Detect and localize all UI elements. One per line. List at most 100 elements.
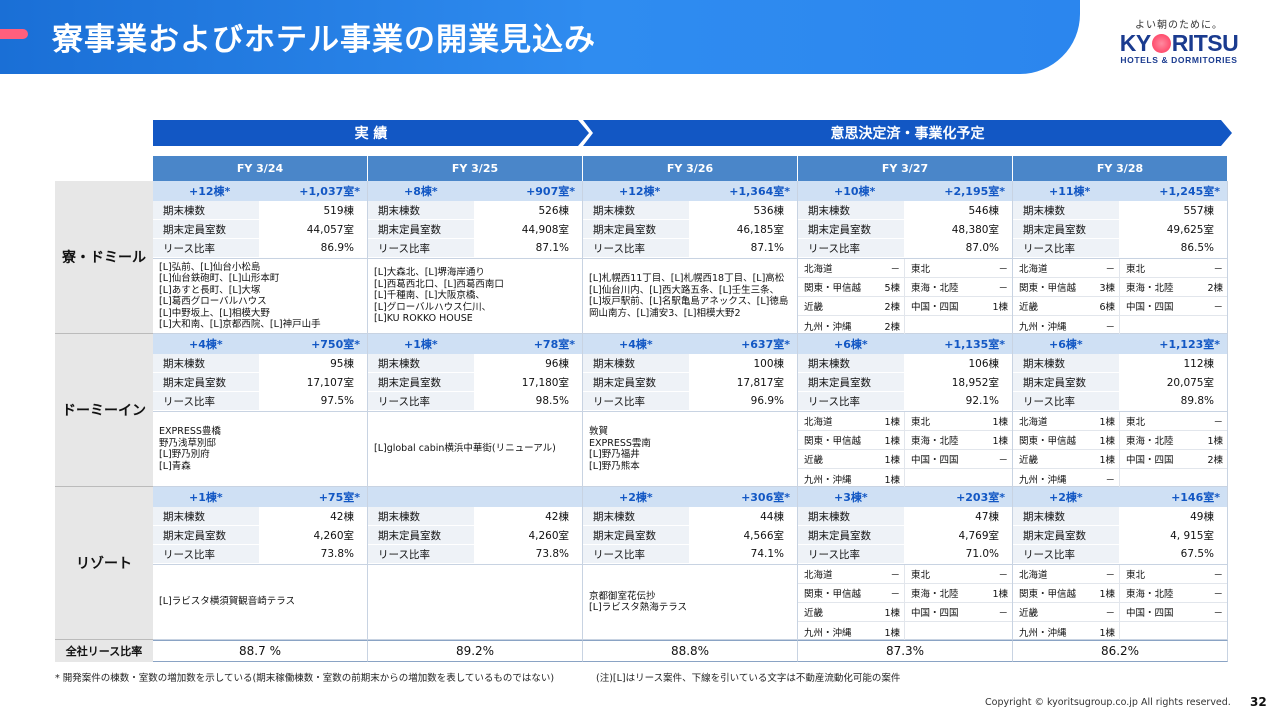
stat-row-lease: リース比率 74.1% [583, 545, 797, 564]
stat-value: 44,057室 [259, 220, 367, 238]
stat-label: 期末定員室数 [1013, 220, 1119, 238]
region-name: 近畿 [804, 608, 824, 619]
property-name: EXPRESS豊橋 [159, 426, 221, 437]
year-column: +12棟* +1,037室* 期末棟数 519棟 期末定員室数 44,057室 リース比率 8… [153, 181, 368, 334]
stat-value: 112棟 [1119, 354, 1227, 372]
stat-row-lease: リース比率 86.5% [1013, 239, 1227, 258]
region-count: 2棟 [868, 316, 905, 335]
stat-label: 期末定員室数 [368, 526, 474, 544]
region-breakdown: 北海道 1棟 東北－関東・甲信越 1棟 東海・北陸 1棟 近畿 1棟 中国・四国 2棟 九州・沖縄－ [1013, 411, 1227, 488]
footnote-development: * 開発案件の棟数・室数の増加数を示している(期末稼働棟数・室数の前期末からの増… [55, 673, 555, 684]
property-name: [L]大森北、[L]堺海岸通り [374, 267, 485, 279]
stat-value: 526棟 [474, 201, 582, 219]
region-count: － [868, 564, 905, 584]
property-name: 野乃浅草別邸 [159, 437, 217, 449]
stat-value: 4,769室 [904, 526, 1012, 544]
stat-label: 期末棟数 [368, 507, 474, 525]
stat-label: リース比率 [1013, 239, 1119, 257]
increase-buildings: +8棟* [404, 185, 438, 198]
stat-label: 期末棟数 [583, 507, 689, 525]
property-name: [L]西葛西北口、[L]西葛西南口 [374, 278, 504, 290]
stat-row-lease: リース比率 92.1% [798, 392, 1012, 411]
year-column: +4棟* +637室* 期末棟数 100棟 期末定員室数 17,817室 リース比率 96.9… [583, 334, 798, 487]
logo-wordmark: KY RITSU [1119, 30, 1239, 56]
stat-label: 期末定員室数 [153, 220, 259, 238]
region-row: 関東・甲信越 － 東海・北陸 1棟 [798, 583, 1012, 603]
property-name: [L]札幌西11丁目、[L]札幌西18丁目、[L]高松 [589, 273, 785, 284]
region-name: 東北 [1126, 264, 1146, 275]
stat-row-lease: リース比率 87.0% [798, 239, 1012, 258]
property-name: [L]青森 [159, 460, 191, 472]
stat-value: 74.1% [689, 545, 797, 563]
increase-buildings: +3棟* [834, 491, 868, 504]
property-name: 岡山南方、[L]浦安3、[L]相模大野2 [589, 307, 741, 319]
stat-label: 期末棟数 [153, 354, 259, 372]
footnote-lease: (注)[L]はリース案件、下線を引いている文字は不動産流動化可能の案件 [596, 673, 901, 684]
stat-label: 期末棟数 [798, 354, 904, 372]
stat-label: 期末定員室数 [368, 373, 474, 391]
increase-buildings: +12棟* [189, 185, 231, 198]
increase-row: +12棟* +1,364室* [583, 181, 797, 201]
stat-label: 期末定員室数 [1013, 526, 1119, 544]
stat-row-rooms: 期末定員室数 49,625室 [1013, 220, 1227, 239]
stat-value: 17,107室 [259, 373, 367, 391]
region-name: 九州・沖縄 [804, 627, 852, 639]
increase-rooms: +203室* [956, 491, 1005, 504]
stat-row-buildings: 期末棟数 536棟 [583, 201, 797, 220]
stat-row-lease: リース比率 87.1% [368, 239, 582, 258]
increase-rooms: +1,364室* [729, 185, 790, 198]
region-row: 北海道 1棟 東北 － [1013, 411, 1227, 431]
property-list: [L]大森北、[L]堺海岸通り [L]西葛西北口、[L]西葛西南口 [L]千種南、[… [368, 258, 582, 334]
region-name: 北海道 [1019, 264, 1048, 275]
stat-label: 期末棟数 [798, 507, 904, 525]
fy-header: FY 3/24 [153, 156, 368, 181]
region-count: 2棟 [1207, 455, 1223, 466]
stat-row-buildings: 期末棟数 49棟 [1013, 507, 1227, 526]
property-name: EXPRESS雲南 [589, 437, 651, 449]
region-count: 1棟 [1083, 411, 1120, 431]
stat-row-lease: リース比率 97.5% [153, 392, 367, 411]
stat-value: 48,380室 [904, 220, 1012, 238]
stat-value: 49棟 [1119, 507, 1227, 525]
region-count: 1棟 [992, 436, 1008, 447]
total-lease-value: 86.2% [1013, 640, 1228, 662]
region-count: 1棟 [1083, 622, 1120, 641]
section-label-dormy: ドーミーイン [55, 334, 153, 487]
stat-value: 17,180室 [474, 373, 582, 391]
year-column: +6棟* +1,135室* 期末棟数 106棟 期末定員室数 18,952室 リース比率 92… [798, 334, 1013, 488]
stat-label: 期末棟数 [1013, 354, 1119, 372]
logo-subtitle: HOTELS & DORMITORIES [1120, 55, 1238, 65]
property-name: [L]坂戸駅前、[L]名駅亀島アネックス、[L]徳島 [589, 296, 789, 307]
stat-row-buildings: 期末棟数 112棟 [1013, 354, 1227, 373]
stat-row-buildings: 期末棟数 546棟 [798, 201, 1012, 220]
stat-row-lease: リース比率 87.1% [583, 239, 797, 258]
property-name: [L]あすと長町、[L]大塚 [159, 284, 261, 296]
region-count: 1棟 [868, 469, 905, 488]
kyoritsu-logo: よい朝のために。 KY RITSU HOTELS & DORMITORIES [1104, 16, 1254, 76]
stat-label: 期末棟数 [368, 354, 474, 372]
increase-buildings: +6棟* [834, 338, 868, 351]
stat-value: 96棟 [474, 354, 582, 372]
region-count: 1棟 [868, 622, 905, 641]
region-count: － [1083, 602, 1120, 622]
region-count: 1棟 [868, 449, 905, 469]
property-list [368, 564, 582, 640]
year-column: +10棟* +2,195室* 期末棟数 546棟 期末定員室数 48,380室 リース比率 8… [798, 181, 1013, 335]
property-name: [L]global cabin横浜中華街(リニューアル) [374, 443, 556, 455]
region-count: 2棟 [1207, 283, 1223, 294]
header-band [0, 0, 1080, 74]
region-name: 中国・四国 [1126, 302, 1174, 313]
stat-row-buildings: 期末棟数 42棟 [153, 507, 367, 526]
stat-label: 期末定員室数 [798, 373, 904, 391]
region-row: 関東・甲信越 1棟 東海・北陸 1棟 [798, 430, 1012, 450]
stat-label: 期末定員室数 [583, 526, 689, 544]
year-column: +1棟* +75室* 期末棟数 42棟 期末定員室数 4,260室 リース比率 73.8% [L… [153, 487, 368, 640]
region-count: 1棟 [992, 302, 1008, 313]
increase-rooms: +146室* [1171, 491, 1220, 504]
property-name: [L]野乃別府 [159, 449, 210, 460]
stat-value: 87.1% [689, 239, 797, 257]
stat-label: リース比率 [368, 239, 474, 257]
year-column: +12棟* +1,364室* 期末棟数 536棟 期末定員室数 46,185室 リース比率 8… [583, 181, 798, 334]
region-name: 関東・甲信越 [804, 589, 862, 600]
region-count: 6棟 [1083, 296, 1120, 316]
